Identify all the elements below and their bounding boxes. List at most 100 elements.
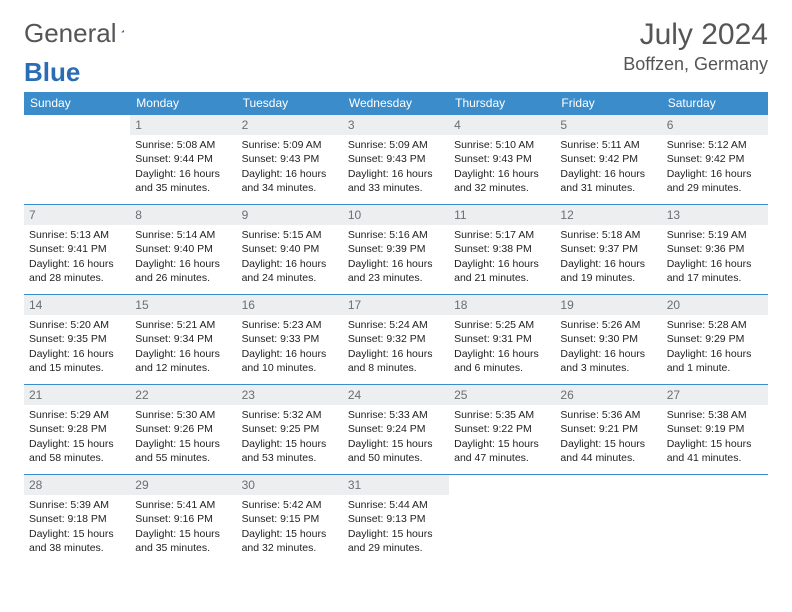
weekday-header: Monday: [130, 92, 236, 115]
day-number: 6: [662, 115, 768, 135]
calendar-cell: 30Sunrise: 5:42 AMSunset: 9:15 PMDayligh…: [237, 475, 343, 565]
calendar-cell: 3Sunrise: 5:09 AMSunset: 9:43 PMDaylight…: [343, 115, 449, 205]
day-number: 14: [24, 295, 130, 315]
day-details: Sunrise: 5:26 AMSunset: 9:30 PMDaylight:…: [555, 315, 661, 379]
weekday-header: Wednesday: [343, 92, 449, 115]
calendar-cell: 11Sunrise: 5:17 AMSunset: 9:38 PMDayligh…: [449, 205, 555, 295]
day-details: Sunrise: 5:12 AMSunset: 9:42 PMDaylight:…: [662, 135, 768, 199]
calendar-cell: 6Sunrise: 5:12 AMSunset: 9:42 PMDaylight…: [662, 115, 768, 205]
day-number: 13: [662, 205, 768, 225]
weekday-header: Tuesday: [237, 92, 343, 115]
calendar-cell: 16Sunrise: 5:23 AMSunset: 9:33 PMDayligh…: [237, 295, 343, 385]
calendar-cell: [449, 475, 555, 565]
day-number: 7: [24, 205, 130, 225]
calendar-cell: 27Sunrise: 5:38 AMSunset: 9:19 PMDayligh…: [662, 385, 768, 475]
calendar-cell: 5Sunrise: 5:11 AMSunset: 9:42 PMDaylight…: [555, 115, 661, 205]
day-details: Sunrise: 5:42 AMSunset: 9:15 PMDaylight:…: [237, 495, 343, 559]
calendar-table: SundayMondayTuesdayWednesdayThursdayFrid…: [24, 92, 768, 565]
calendar-cell: 29Sunrise: 5:41 AMSunset: 9:16 PMDayligh…: [130, 475, 236, 565]
calendar-cell: 4Sunrise: 5:10 AMSunset: 9:43 PMDaylight…: [449, 115, 555, 205]
day-details: Sunrise: 5:20 AMSunset: 9:35 PMDaylight:…: [24, 315, 130, 379]
day-details: Sunrise: 5:25 AMSunset: 9:31 PMDaylight:…: [449, 315, 555, 379]
day-number: 9: [237, 205, 343, 225]
day-number: 3: [343, 115, 449, 135]
day-number: 5: [555, 115, 661, 135]
calendar-cell: 19Sunrise: 5:26 AMSunset: 9:30 PMDayligh…: [555, 295, 661, 385]
day-number: 24: [343, 385, 449, 405]
day-details: Sunrise: 5:44 AMSunset: 9:13 PMDaylight:…: [343, 495, 449, 559]
weekday-header: Friday: [555, 92, 661, 115]
day-number: 18: [449, 295, 555, 315]
calendar-cell: 21Sunrise: 5:29 AMSunset: 9:28 PMDayligh…: [24, 385, 130, 475]
calendar-cell: 2Sunrise: 5:09 AMSunset: 9:43 PMDaylight…: [237, 115, 343, 205]
day-number: 15: [130, 295, 236, 315]
day-details: Sunrise: 5:35 AMSunset: 9:22 PMDaylight:…: [449, 405, 555, 469]
day-details: Sunrise: 5:09 AMSunset: 9:43 PMDaylight:…: [237, 135, 343, 199]
day-number: 12: [555, 205, 661, 225]
calendar-cell: 24Sunrise: 5:33 AMSunset: 9:24 PMDayligh…: [343, 385, 449, 475]
weekday-header: Thursday: [449, 92, 555, 115]
day-details: Sunrise: 5:10 AMSunset: 9:43 PMDaylight:…: [449, 135, 555, 199]
day-details: Sunrise: 5:08 AMSunset: 9:44 PMDaylight:…: [130, 135, 236, 199]
day-number: 27: [662, 385, 768, 405]
day-details: Sunrise: 5:29 AMSunset: 9:28 PMDaylight:…: [24, 405, 130, 469]
day-details: Sunrise: 5:39 AMSunset: 9:18 PMDaylight:…: [24, 495, 130, 559]
day-number: 8: [130, 205, 236, 225]
day-details: Sunrise: 5:32 AMSunset: 9:25 PMDaylight:…: [237, 405, 343, 469]
weekday-header: Sunday: [24, 92, 130, 115]
calendar-cell: 18Sunrise: 5:25 AMSunset: 9:31 PMDayligh…: [449, 295, 555, 385]
day-number: 28: [24, 475, 130, 495]
calendar-cell: 1Sunrise: 5:08 AMSunset: 9:44 PMDaylight…: [130, 115, 236, 205]
weekday-header: Saturday: [662, 92, 768, 115]
month-title: July 2024: [623, 18, 768, 52]
logo-text-1: General: [24, 18, 117, 49]
calendar-cell: 31Sunrise: 5:44 AMSunset: 9:13 PMDayligh…: [343, 475, 449, 565]
calendar-cell: [555, 475, 661, 565]
logo-triangle-icon: [121, 22, 124, 40]
day-number: 4: [449, 115, 555, 135]
day-number: 19: [555, 295, 661, 315]
day-details: Sunrise: 5:38 AMSunset: 9:19 PMDaylight:…: [662, 405, 768, 469]
day-details: Sunrise: 5:28 AMSunset: 9:29 PMDaylight:…: [662, 315, 768, 379]
day-number: 2: [237, 115, 343, 135]
day-number: 31: [343, 475, 449, 495]
day-number: 26: [555, 385, 661, 405]
day-number: 20: [662, 295, 768, 315]
day-number: 22: [130, 385, 236, 405]
day-number: 17: [343, 295, 449, 315]
day-number: 30: [237, 475, 343, 495]
calendar-row: 1Sunrise: 5:08 AMSunset: 9:44 PMDaylight…: [24, 115, 768, 205]
day-details: Sunrise: 5:33 AMSunset: 9:24 PMDaylight:…: [343, 405, 449, 469]
calendar-cell: 25Sunrise: 5:35 AMSunset: 9:22 PMDayligh…: [449, 385, 555, 475]
calendar-cell: [24, 115, 130, 205]
day-details: Sunrise: 5:36 AMSunset: 9:21 PMDaylight:…: [555, 405, 661, 469]
day-number: 23: [237, 385, 343, 405]
day-number: 29: [130, 475, 236, 495]
day-details: Sunrise: 5:41 AMSunset: 9:16 PMDaylight:…: [130, 495, 236, 559]
calendar-cell: 8Sunrise: 5:14 AMSunset: 9:40 PMDaylight…: [130, 205, 236, 295]
day-details: Sunrise: 5:18 AMSunset: 9:37 PMDaylight:…: [555, 225, 661, 289]
day-number: 21: [24, 385, 130, 405]
day-details: Sunrise: 5:11 AMSunset: 9:42 PMDaylight:…: [555, 135, 661, 199]
day-details: Sunrise: 5:30 AMSunset: 9:26 PMDaylight:…: [130, 405, 236, 469]
day-details: Sunrise: 5:19 AMSunset: 9:36 PMDaylight:…: [662, 225, 768, 289]
day-details: Sunrise: 5:23 AMSunset: 9:33 PMDaylight:…: [237, 315, 343, 379]
calendar-cell: 14Sunrise: 5:20 AMSunset: 9:35 PMDayligh…: [24, 295, 130, 385]
day-number: 1: [130, 115, 236, 135]
calendar-cell: [662, 475, 768, 565]
weekday-header-row: SundayMondayTuesdayWednesdayThursdayFrid…: [24, 92, 768, 115]
calendar-cell: 28Sunrise: 5:39 AMSunset: 9:18 PMDayligh…: [24, 475, 130, 565]
day-details: Sunrise: 5:21 AMSunset: 9:34 PMDaylight:…: [130, 315, 236, 379]
calendar-cell: 13Sunrise: 5:19 AMSunset: 9:36 PMDayligh…: [662, 205, 768, 295]
calendar-cell: 23Sunrise: 5:32 AMSunset: 9:25 PMDayligh…: [237, 385, 343, 475]
calendar-cell: 17Sunrise: 5:24 AMSunset: 9:32 PMDayligh…: [343, 295, 449, 385]
calendar-cell: 7Sunrise: 5:13 AMSunset: 9:41 PMDaylight…: [24, 205, 130, 295]
calendar-cell: 10Sunrise: 5:16 AMSunset: 9:39 PMDayligh…: [343, 205, 449, 295]
calendar-cell: 20Sunrise: 5:28 AMSunset: 9:29 PMDayligh…: [662, 295, 768, 385]
day-number: 10: [343, 205, 449, 225]
calendar-cell: 22Sunrise: 5:30 AMSunset: 9:26 PMDayligh…: [130, 385, 236, 475]
calendar-cell: 12Sunrise: 5:18 AMSunset: 9:37 PMDayligh…: [555, 205, 661, 295]
calendar-cell: 9Sunrise: 5:15 AMSunset: 9:40 PMDaylight…: [237, 205, 343, 295]
day-number: 25: [449, 385, 555, 405]
calendar-row: 28Sunrise: 5:39 AMSunset: 9:18 PMDayligh…: [24, 475, 768, 565]
